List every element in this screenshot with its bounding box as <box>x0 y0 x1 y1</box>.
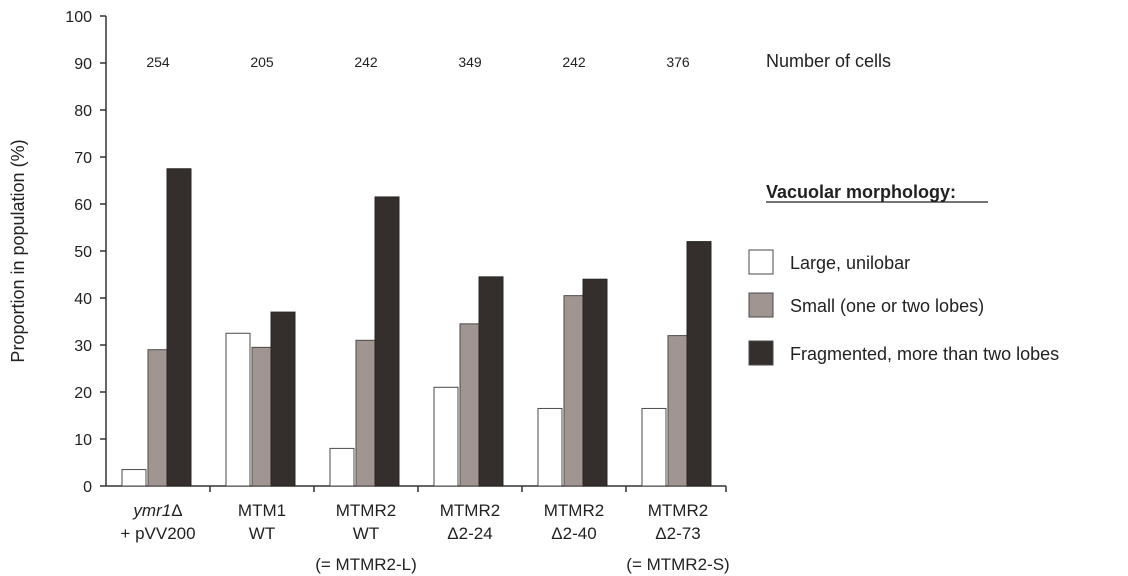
y-tick-label: 90 <box>74 56 92 73</box>
x-category-sublabel: + pVV200 <box>120 524 195 543</box>
x-category-sublabel: Δ2-73 <box>655 524 700 543</box>
bar <box>582 278 608 487</box>
x-category-sublabel: WT <box>249 524 275 543</box>
x-category-label: MTM1 <box>238 501 286 520</box>
y-tick-label: 10 <box>74 432 92 449</box>
legend-title: Vacuolar morphology: <box>766 182 956 202</box>
bar <box>433 386 459 487</box>
legend-item-label: Small (one or two lobes) <box>790 296 984 316</box>
y-tick-label: 20 <box>74 385 92 402</box>
legend-swatch <box>748 249 774 275</box>
plot-area: 0 10 20 30 40 50 60 70 80 90 100 Proportion in popu… <box>8 9 891 574</box>
x-category-label: ymr1Δ <box>132 501 182 520</box>
cell-count-label: 254 <box>146 54 170 70</box>
x-category-sublabel: Δ2-24 <box>447 524 492 543</box>
bar <box>329 447 355 487</box>
x-category-note: (= MTMR2-L) <box>315 555 417 574</box>
cell-count-label: 376 <box>666 54 690 70</box>
y-tick-label: 0 <box>83 479 92 496</box>
y-tick-label: 80 <box>74 103 92 120</box>
y-tick-label: 70 <box>74 150 92 167</box>
x-category-note: (= MTMR2-S) <box>626 555 729 574</box>
legend-item-label: Large, unilobar <box>790 253 910 273</box>
bar <box>225 332 251 487</box>
y-tick-label: 60 <box>74 197 92 214</box>
x-category-sublabel: WT <box>353 524 379 543</box>
y-tick-label: 40 <box>74 291 92 308</box>
cell-count-title: Number of cells <box>766 51 891 71</box>
x-category-label: MTMR2 <box>648 501 708 520</box>
legend-swatch <box>748 340 774 366</box>
legend-item-label: Fragmented, more than two lobes <box>790 344 1059 364</box>
x-category-label: MTMR2 <box>336 501 396 520</box>
cell-count-label: 242 <box>354 54 378 70</box>
y-tick-label: 30 <box>74 338 92 355</box>
y-tick-label: 100 <box>65 9 92 26</box>
bar <box>641 407 667 487</box>
legend-swatch <box>748 292 774 318</box>
cell-count-label: 349 <box>458 54 482 70</box>
x-category-sublabel: Δ2-40 <box>551 524 596 543</box>
bar <box>537 407 563 487</box>
cell-count-label: 242 <box>562 54 586 70</box>
bar <box>686 241 712 487</box>
x-category-label: MTMR2 <box>440 501 500 520</box>
legend: Vacuolar morphology: Large, unilobar Small… <box>748 182 1059 366</box>
y-axis-title: Proportion in population (%) <box>8 139 28 362</box>
bar <box>478 276 504 487</box>
bar <box>374 196 400 487</box>
bar <box>166 168 192 487</box>
bar <box>121 469 147 487</box>
y-tick-label: 50 <box>74 244 92 261</box>
x-category-label: MTMR2 <box>544 501 604 520</box>
bar <box>270 311 296 487</box>
cell-count-label: 205 <box>250 54 274 70</box>
